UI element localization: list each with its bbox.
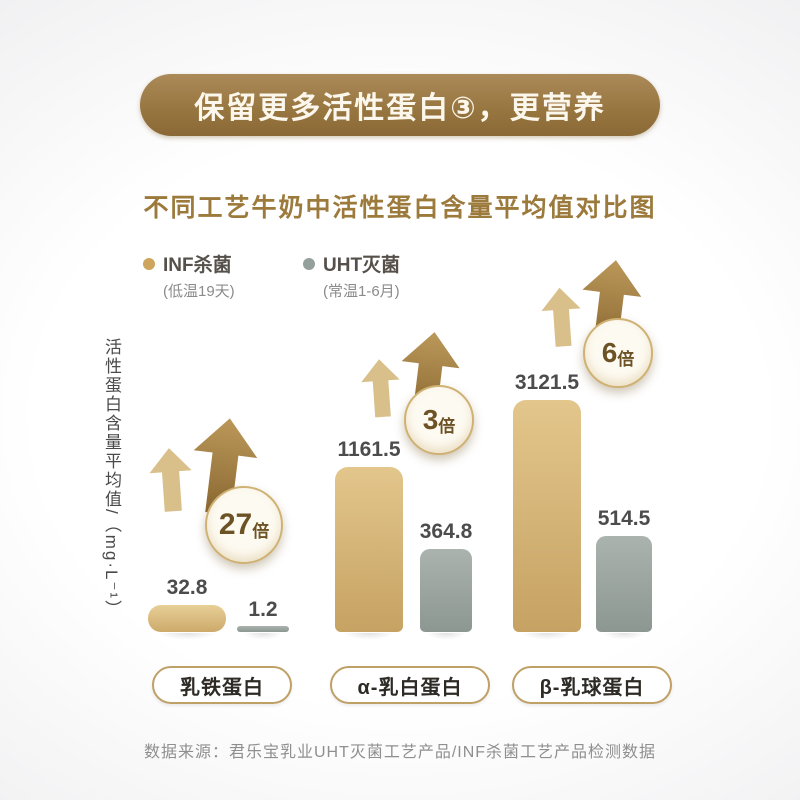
- banner-title: 保留更多活性蛋白③，更营养: [194, 92, 606, 125]
- growth-arrows-icon: [149, 418, 258, 516]
- bar-reflection: [596, 633, 652, 642]
- uht-value-label: 1.2: [248, 598, 278, 621]
- multiplier-badge: 3 倍: [404, 385, 474, 455]
- bar-reflection: [513, 633, 581, 642]
- multiplier-badge: 6 倍: [583, 318, 653, 388]
- multiplier-number: 6: [601, 337, 618, 368]
- inf-value-label: 3121.5: [514, 371, 580, 394]
- multiplier-unit: 倍: [617, 350, 635, 369]
- multiplier-unit: 倍: [252, 522, 270, 541]
- inf-legend-label: INF杀菌: [163, 255, 232, 276]
- category-pill-beta-lactoglobulin: β-乳球蛋白: [512, 666, 672, 704]
- uht-legend-label: UHT灭菌: [323, 255, 401, 276]
- legend-item-uht: UHT灭菌 (常温1-6月): [303, 250, 400, 301]
- inf-legend-sublabel: (低温19天): [163, 283, 235, 300]
- bar-reflection: [335, 633, 403, 642]
- chart-title: 不同工艺牛奶中活性蛋白含量平均值对比图: [143, 194, 657, 222]
- uht-bar: [237, 626, 289, 632]
- inf-value-label: 1161.5: [337, 438, 401, 461]
- banner: 保留更多活性蛋白③，更营养: [140, 74, 660, 136]
- inf-dot-icon: [143, 257, 155, 270]
- data-source: 数据来源：君乐宝乳业UHT灭菌工艺产品/INF杀菌工艺产品检测数据: [143, 744, 657, 761]
- bar-reflection: [420, 633, 472, 642]
- multiplier-unit: 倍: [438, 417, 456, 436]
- legend-row-inf: INF杀菌: [143, 250, 235, 277]
- inf-bar: [513, 400, 581, 632]
- uht-value-label: 364.8: [419, 520, 473, 543]
- uht-bar: [596, 536, 652, 632]
- uht-dot-icon: [303, 257, 315, 270]
- inf-bar: [335, 467, 403, 632]
- inf-bar: [148, 605, 226, 632]
- multiplier-badge: 27 倍: [205, 486, 283, 564]
- uht-legend-sublabel: (常温1-6月): [323, 283, 400, 300]
- legend-row-uht: UHT灭菌: [303, 250, 400, 277]
- multiplier-number: 3: [422, 404, 439, 435]
- category-pill-alpha-lactalbumin: α-乳白蛋白: [330, 666, 490, 704]
- bar-reflection: [237, 633, 289, 642]
- inf-value-label: 32.8: [166, 576, 208, 599]
- bar-reflection: [148, 633, 226, 642]
- category-pill-lactoferrin: 乳铁蛋白: [152, 666, 292, 704]
- multiplier-number: 27: [218, 508, 253, 541]
- y-axis-label: 活性蛋白含量平均值/（mg·L⁻¹）: [102, 338, 121, 620]
- uht-bar: [420, 549, 472, 632]
- uht-value-label: 514.5: [597, 507, 651, 530]
- legend-item-inf: INF杀菌 (低温19天): [143, 250, 235, 301]
